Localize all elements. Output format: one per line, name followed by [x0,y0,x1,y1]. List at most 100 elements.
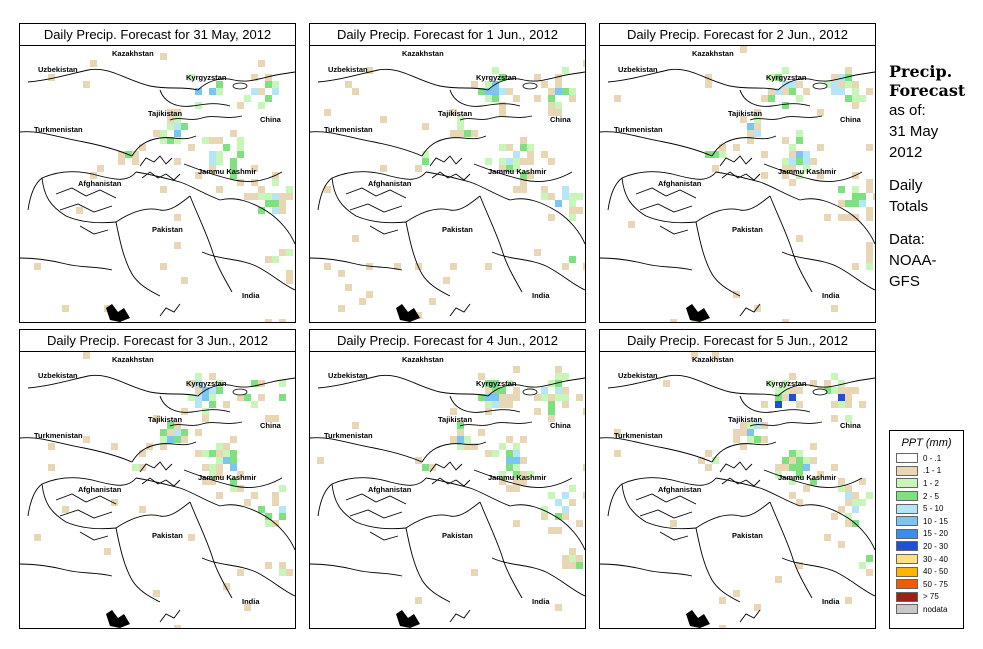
precip-cell [548,527,555,534]
precip-cell [712,457,719,464]
precip-cell [279,380,286,387]
precip-cell [838,186,845,193]
precip-cell [705,74,712,81]
precip-cell [422,151,429,158]
precip-cell [188,74,195,81]
info-source1: NOAA- [889,252,937,269]
precip-cell [230,457,237,464]
precip-cell [485,394,492,401]
border-line [55,187,117,199]
precip-cell [251,165,258,172]
precip-cell [286,277,293,284]
precip-cell [789,478,796,485]
precip-cell [471,569,478,576]
precip-cell [789,387,796,394]
precip-cell [513,186,520,193]
precip-cell [838,88,845,95]
precip-cell [740,116,747,123]
precip-cell [202,464,209,471]
precip-cell [838,506,845,513]
precip-cell [216,380,223,387]
precip-cell [513,95,520,102]
country-label: Kyrgyzstan [476,73,517,82]
border-line [317,171,427,211]
precip-cell [520,186,527,193]
precip-cell [569,485,576,492]
precip-cell [555,366,562,373]
precip-cell [499,394,506,401]
border-line [405,221,451,297]
precip-cell [548,394,555,401]
precip-cell [167,137,174,144]
country-label: Tajikistan [728,109,762,118]
precip-cell [555,373,562,380]
precip-cell [230,130,237,137]
precip-cell [251,380,258,387]
precip-cell [852,102,859,109]
precip-cell [506,485,513,492]
border-line [695,527,741,603]
legend-item: 20 - 30 [890,540,963,553]
precip-cell [569,207,576,214]
precip-cell [513,450,520,457]
border-line [429,155,463,167]
precip-cell [380,116,387,123]
precip-cell [265,193,272,200]
precip-cell [499,165,506,172]
precip-cell [761,401,768,408]
border-line [449,303,471,317]
precip-cell [562,562,569,569]
precip-cell [174,158,181,165]
precip-cell [740,443,747,450]
precip-cell [824,380,831,387]
country-label: China [550,115,572,124]
precip-cell [768,95,775,102]
border-line [659,531,689,541]
legend-label: 10 - 15 [923,516,948,526]
precip-cell [866,214,873,221]
precip-cell [139,464,146,471]
precip-cell [132,158,139,165]
precip-cell [286,569,293,576]
precip-cell [824,534,831,541]
precip-cell [520,436,527,443]
precip-cell [873,193,875,200]
info-title-line2: Forecast [889,81,966,100]
border-line [607,477,717,517]
precip-cell [471,130,478,137]
precip-cell [569,562,576,569]
precip-cell [761,172,768,179]
precip-cell [866,207,873,214]
precip-cell [415,597,422,604]
precip-cell [520,137,527,144]
precip-cell [548,401,555,408]
precip-cell [237,179,244,186]
info-data-label: Data: [889,231,925,248]
precip-cell [754,422,761,429]
precip-cell [492,450,499,457]
country-label: Uzbekistan [618,65,658,74]
info-title-line1: Precip. [889,62,953,81]
border-line [115,195,191,223]
precip-map: Kazakhstan Uzbekistan Kyrgyzstan Tajikistan… [20,46,295,322]
precip-cell [845,200,852,207]
precip-cell [258,380,265,387]
precip-cell [569,256,576,263]
country-label: Tajikistan [438,415,472,424]
precip-cell [272,499,279,506]
precip-cell [181,429,188,436]
precip-cell [265,562,272,569]
precip-cell [209,137,216,144]
border-line [431,477,471,487]
precip-cell [286,193,293,200]
precip-cell [118,158,125,165]
precip-cell [740,46,747,53]
border-line [183,469,283,489]
lake [812,388,828,396]
border-line [695,501,771,529]
precip-cell [478,429,485,436]
precip-cell [132,151,139,158]
precip-cell [824,214,831,221]
precip-cell [499,74,506,81]
precip-cell [534,394,541,401]
